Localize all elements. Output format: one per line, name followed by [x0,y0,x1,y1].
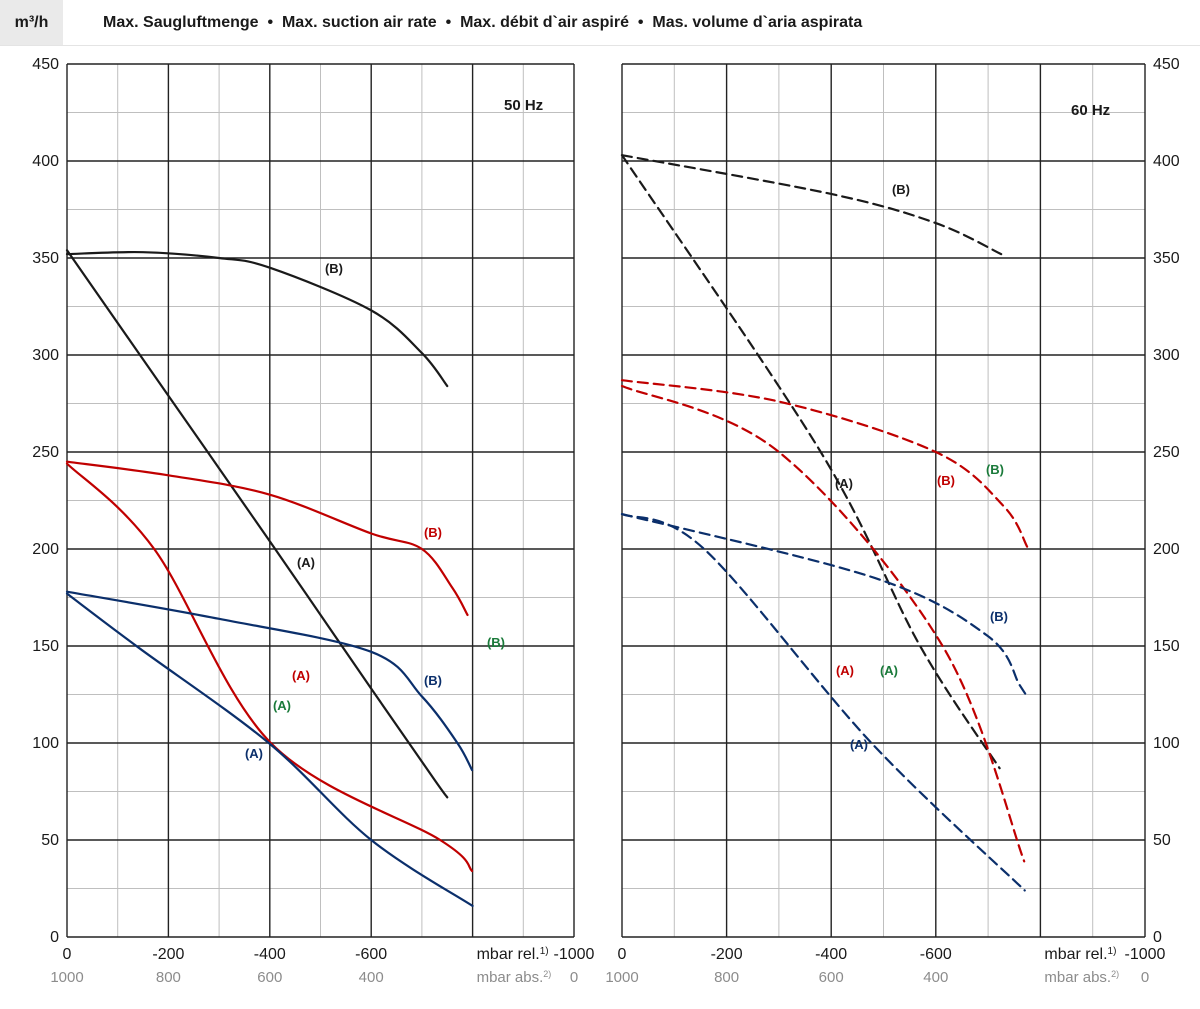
svg-text:150: 150 [1153,638,1180,655]
svg-text:(B): (B) [424,525,442,540]
svg-text:-600: -600 [920,946,952,963]
svg-text:250: 250 [1153,444,1180,461]
svg-text:-600: -600 [355,946,387,963]
svg-text:400: 400 [32,153,59,170]
svg-text:(A): (A) [297,555,315,570]
svg-text:150: 150 [32,638,59,655]
svg-text:800: 800 [714,969,739,986]
svg-text:mbar rel.1): mbar rel.1) [1044,946,1116,964]
svg-text:50: 50 [1153,832,1171,849]
svg-text:(B): (B) [424,673,442,688]
svg-text:(A): (A) [273,698,291,713]
svg-text:60 Hz: 60 Hz [1071,102,1110,119]
svg-text:0: 0 [63,946,72,963]
svg-text:350: 350 [32,250,59,267]
svg-text:(A): (A) [880,663,898,678]
svg-text:0: 0 [1141,969,1149,986]
svg-text:mbar abs.2): mbar abs.2) [1044,969,1119,986]
svg-text:-400: -400 [815,946,847,963]
svg-text:400: 400 [1153,153,1180,170]
svg-text:(B): (B) [986,462,1004,477]
svg-text:400: 400 [923,969,948,986]
svg-text:200: 200 [1153,541,1180,558]
svg-text:1000: 1000 [50,969,83,986]
svg-text:(B): (B) [892,182,910,197]
svg-text:-200: -200 [711,946,743,963]
svg-text:800: 800 [156,969,181,986]
svg-text:0: 0 [618,946,627,963]
svg-text:450: 450 [32,56,59,73]
svg-text:-1000: -1000 [554,946,595,963]
svg-text:(A): (A) [850,737,868,752]
svg-text:(B): (B) [990,609,1008,624]
svg-text:0: 0 [570,969,578,986]
svg-text:450: 450 [1153,56,1180,73]
svg-text:50: 50 [41,832,59,849]
svg-text:600: 600 [819,969,844,986]
svg-text:mbar abs.2): mbar abs.2) [477,969,552,986]
svg-text:250: 250 [32,444,59,461]
svg-text:-400: -400 [254,946,286,963]
svg-text:(A): (A) [836,663,854,678]
svg-text:(A): (A) [245,746,263,761]
svg-text:-1000: -1000 [1125,946,1166,963]
svg-text:mbar rel.1): mbar rel.1) [477,946,549,964]
svg-text:100: 100 [32,735,59,752]
svg-text:(A): (A) [292,668,310,683]
svg-text:300: 300 [1153,347,1180,364]
svg-text:0: 0 [1153,929,1162,946]
svg-text:(B): (B) [937,473,955,488]
svg-text:50 Hz: 50 Hz [504,97,543,114]
svg-text:(B): (B) [487,635,505,650]
svg-text:300: 300 [32,347,59,364]
svg-text:200: 200 [32,541,59,558]
svg-text:600: 600 [257,969,282,986]
svg-text:1000: 1000 [605,969,638,986]
svg-text:-200: -200 [152,946,184,963]
svg-text:(B): (B) [325,261,343,276]
svg-text:400: 400 [359,969,384,986]
svg-text:350: 350 [1153,250,1180,267]
svg-text:(A): (A) [835,476,853,491]
svg-text:0: 0 [50,929,59,946]
svg-text:100: 100 [1153,735,1180,752]
